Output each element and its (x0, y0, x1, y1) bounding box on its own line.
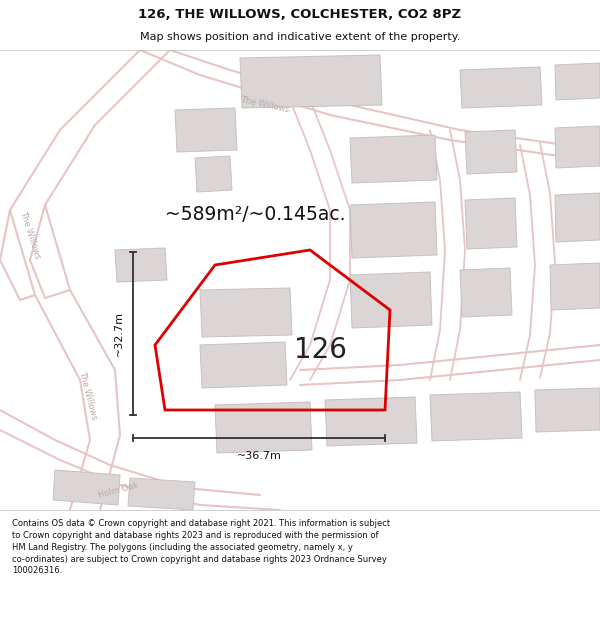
Polygon shape (115, 248, 167, 282)
Polygon shape (465, 198, 517, 249)
Polygon shape (128, 478, 195, 510)
Polygon shape (325, 397, 417, 446)
Polygon shape (350, 272, 432, 328)
Polygon shape (175, 108, 237, 152)
Polygon shape (550, 263, 600, 310)
Text: The Willows: The Willows (77, 370, 99, 420)
Polygon shape (555, 193, 600, 242)
Polygon shape (460, 67, 542, 108)
Text: 126: 126 (293, 336, 346, 364)
Polygon shape (555, 63, 600, 100)
Text: 126, THE WILLOWS, COLCHESTER, CO2 8PZ: 126, THE WILLOWS, COLCHESTER, CO2 8PZ (139, 8, 461, 21)
Polygon shape (350, 202, 437, 258)
Polygon shape (215, 402, 312, 453)
Polygon shape (460, 268, 512, 317)
Text: ~36.7m: ~36.7m (236, 451, 281, 461)
Text: The Willows: The Willows (239, 96, 290, 114)
Polygon shape (195, 156, 232, 192)
Text: ~589m²/~0.145ac.: ~589m²/~0.145ac. (165, 206, 346, 224)
Text: ~32.7m: ~32.7m (114, 311, 124, 356)
Text: Contains OS data © Crown copyright and database right 2021. This information is : Contains OS data © Crown copyright and d… (12, 519, 390, 576)
Polygon shape (430, 392, 522, 441)
Text: The Willows: The Willows (18, 210, 42, 260)
Text: Holm Oak: Holm Oak (97, 481, 139, 499)
Polygon shape (200, 288, 292, 337)
Polygon shape (465, 130, 517, 174)
Polygon shape (350, 135, 437, 183)
Polygon shape (200, 342, 287, 388)
Text: Map shows position and indicative extent of the property.: Map shows position and indicative extent… (140, 32, 460, 43)
Polygon shape (240, 55, 382, 108)
Polygon shape (53, 470, 120, 505)
Polygon shape (535, 388, 600, 432)
Polygon shape (555, 126, 600, 168)
